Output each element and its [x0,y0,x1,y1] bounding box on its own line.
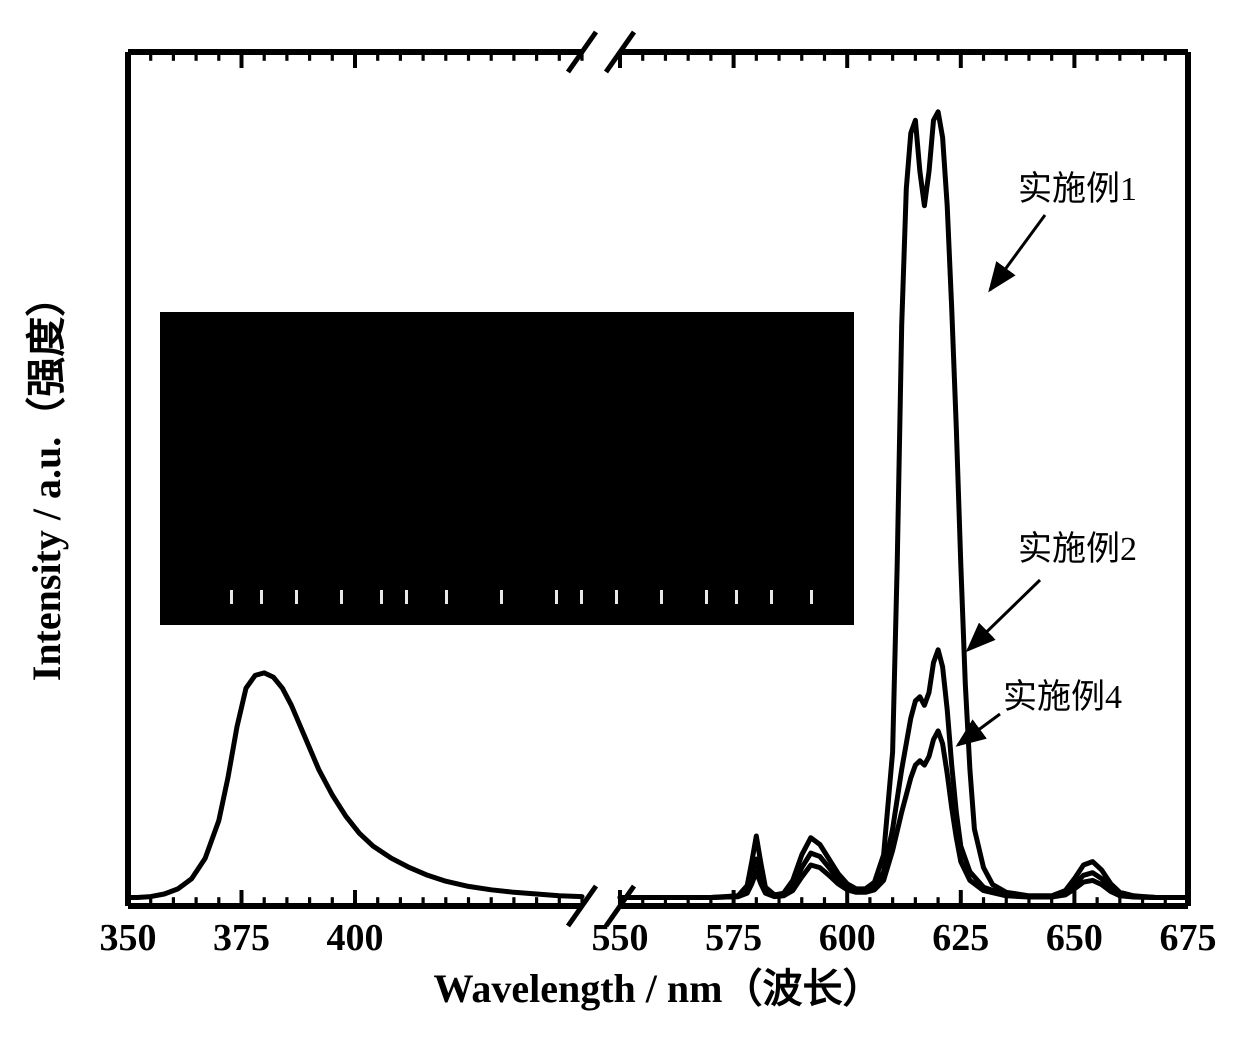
x-tick-label: 550 [592,917,649,959]
x-tick-label: 400 [327,917,384,959]
annotation-arrow [968,580,1040,650]
y-axis-label: Intensity / a.u.（强度） [24,277,69,682]
series-excitation [128,673,582,898]
annotation-arrow [990,215,1045,290]
spectrum-chart: 350 375 400 550 575 600 625 650 675 实施例1 实施例2 实施例4 W… [0,0,1240,1042]
annotation-arrow [958,714,1000,745]
annotation-label2: 实施例2 [1018,530,1137,568]
chart-svg: 350 375 400 550 575 600 625 650 675 实施例1 实施例2 实施例4 W… [0,0,1240,1042]
x-tick-label: 600 [819,917,876,959]
x-tick-label: 350 [100,917,157,959]
x-tick-label: 625 [932,917,989,959]
x-tick-label: 650 [1046,917,1103,959]
x-tick-label: 375 [213,917,270,959]
x-tick-label: 675 [1160,917,1217,959]
inset-image [160,312,854,625]
x-axis-label: Wavelength / nm（波长） [434,966,883,1011]
annotation-label4: 实施例4 [1003,678,1122,716]
annotation-label1: 实施例1 [1018,170,1137,208]
x-tick-label: 575 [705,917,762,959]
